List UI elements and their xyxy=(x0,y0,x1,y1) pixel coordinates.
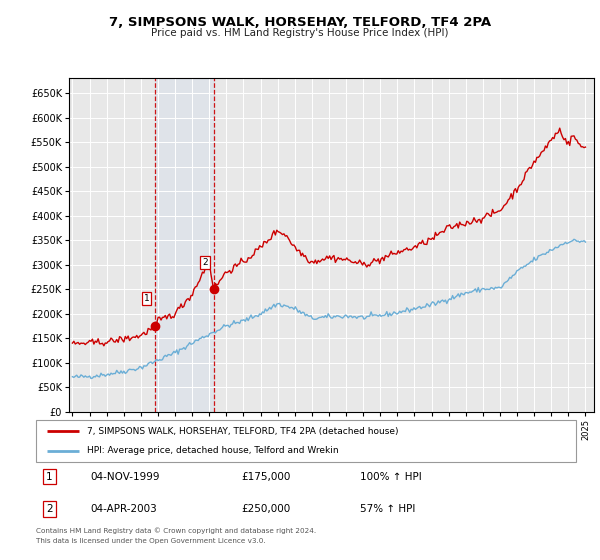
Text: 100% ↑ HPI: 100% ↑ HPI xyxy=(360,472,422,482)
FancyBboxPatch shape xyxy=(36,420,576,462)
Text: 04-NOV-1999: 04-NOV-1999 xyxy=(90,472,160,482)
Text: This data is licensed under the Open Government Licence v3.0.: This data is licensed under the Open Gov… xyxy=(36,538,266,544)
Text: 1: 1 xyxy=(46,472,53,482)
Text: 2: 2 xyxy=(202,258,208,267)
Text: 2: 2 xyxy=(46,504,53,514)
Text: HPI: Average price, detached house, Telford and Wrekin: HPI: Average price, detached house, Telf… xyxy=(88,446,339,455)
Text: 1: 1 xyxy=(144,295,149,304)
Text: £175,000: £175,000 xyxy=(241,472,290,482)
Text: Contains HM Land Registry data © Crown copyright and database right 2024.: Contains HM Land Registry data © Crown c… xyxy=(36,528,316,534)
Text: 04-APR-2003: 04-APR-2003 xyxy=(90,504,157,514)
Text: 7, SIMPSONS WALK, HORSEHAY, TELFORD, TF4 2PA (detached house): 7, SIMPSONS WALK, HORSEHAY, TELFORD, TF4… xyxy=(88,427,399,436)
Bar xyxy=(155,78,214,412)
Text: 57% ↑ HPI: 57% ↑ HPI xyxy=(360,504,415,514)
Text: Price paid vs. HM Land Registry's House Price Index (HPI): Price paid vs. HM Land Registry's House … xyxy=(151,28,449,38)
Text: £250,000: £250,000 xyxy=(241,504,290,514)
Text: 7, SIMPSONS WALK, HORSEHAY, TELFORD, TF4 2PA: 7, SIMPSONS WALK, HORSEHAY, TELFORD, TF4… xyxy=(109,16,491,29)
